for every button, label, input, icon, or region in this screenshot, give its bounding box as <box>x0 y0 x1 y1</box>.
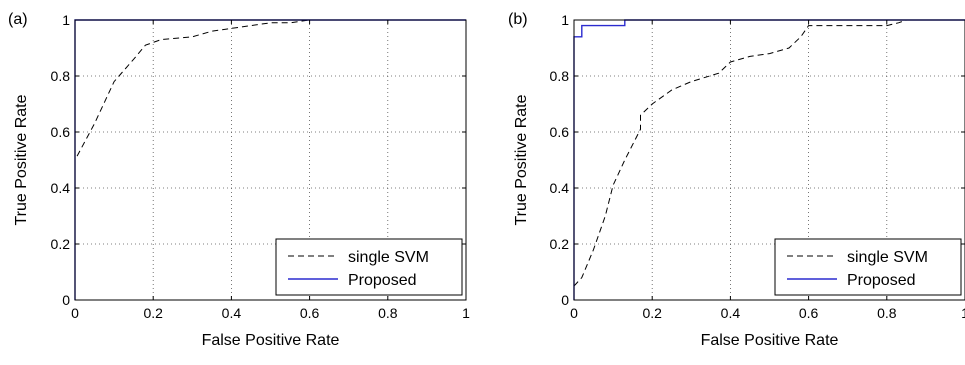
x-tick-label: 0.2 <box>642 305 662 321</box>
x-axis-label: False Positive Rate <box>202 332 340 349</box>
panel-label: (a) <box>8 11 28 28</box>
y-axis-label: True Positive Rate <box>513 94 530 225</box>
x-tick-label: 0 <box>570 305 578 321</box>
chart-panel-a: 0 0.2 0.4 0.6 0.8 1 0 0.2 0.4 0.6 0.8 1 False Positi… <box>8 11 470 349</box>
y-tick-label: 0.6 <box>51 124 71 140</box>
series-line-single-svm <box>573 19 965 287</box>
chart-panel-b: 0 0.2 0.4 0.6 0.8 1 0 0.2 0.4 0.6 0.8 1 False Positi… <box>508 11 965 349</box>
x-tick-label: 0.6 <box>300 305 320 321</box>
axes-frame <box>573 19 965 301</box>
legend: single SVM Proposed <box>774 238 962 296</box>
x-tick-label: 0.8 <box>378 305 398 321</box>
y-tick-label: 0.8 <box>550 68 570 84</box>
x-tick-label: 1 <box>462 305 470 321</box>
x-tick-label: 0 <box>71 305 79 321</box>
y-tick-label: 0.2 <box>550 236 570 252</box>
legend-box <box>275 238 463 296</box>
y-tick-label: 0.4 <box>51 180 71 196</box>
y-tick-label: 0.8 <box>51 68 71 84</box>
y-tick-label: 0.6 <box>550 124 570 140</box>
axes-frame <box>74 19 467 301</box>
series-line-single-svm <box>74 19 466 166</box>
y-tick-label: 0.2 <box>51 236 71 252</box>
x-axis-label: False Positive Rate <box>701 332 839 349</box>
x-tick-label: 0.6 <box>799 305 819 321</box>
x-tick-label: 0.4 <box>721 305 741 321</box>
x-tick-label: 1 <box>961 305 965 321</box>
y-tick-label: 0 <box>561 292 569 308</box>
legend-label: single SVM <box>847 249 928 266</box>
y-axis-label: True Positive Rate <box>13 94 30 225</box>
legend-label: Proposed <box>348 272 417 289</box>
legend: single SVM Proposed <box>275 238 463 296</box>
y-tick-label: 1 <box>561 12 569 28</box>
y-tick-label: 0 <box>62 292 70 308</box>
legend-label: single SVM <box>348 249 429 266</box>
y-tick-label: 1 <box>62 12 70 28</box>
x-tick-label: 0.4 <box>222 305 242 321</box>
legend-label: Proposed <box>847 272 916 289</box>
panel-label: (b) <box>508 11 528 28</box>
legend-box <box>774 238 962 296</box>
x-tick-label: 0.8 <box>877 305 897 321</box>
y-tick-label: 0.4 <box>550 180 570 196</box>
x-tick-label: 0.2 <box>143 305 163 321</box>
